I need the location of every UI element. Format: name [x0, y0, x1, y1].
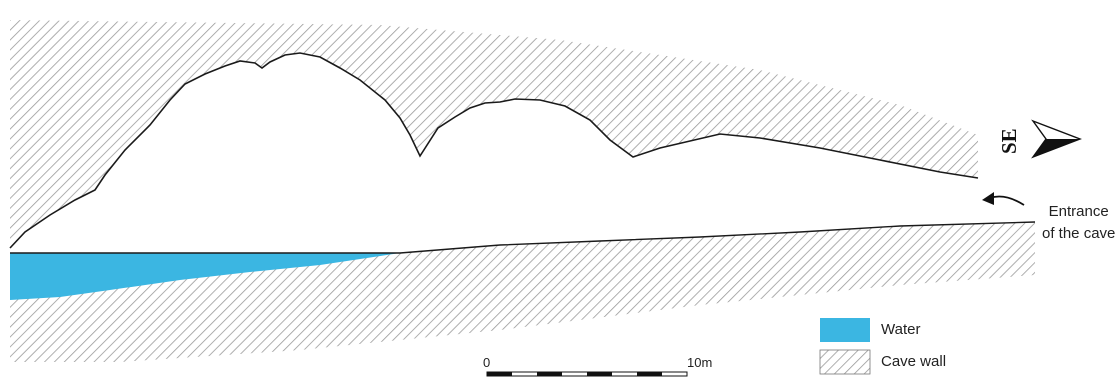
entrance-label: Entrance of the cave: [1042, 201, 1115, 245]
legend-water-swatch: [820, 318, 870, 342]
direction-arrow-fill: [1033, 139, 1080, 157]
legend-cave-wall-swatch: [819, 349, 871, 375]
scale-bar: [486, 371, 688, 377]
scale-end-label: 10m: [687, 355, 713, 370]
lower-cave-wall: [10, 222, 1035, 362]
floor-outline: [10, 221, 1036, 254]
entrance-arrow-head: [982, 192, 994, 205]
entrance-label-line1: Entrance: [1048, 203, 1109, 220]
legend-water-label: Water: [881, 321, 921, 338]
scale-start-label: 0: [483, 355, 491, 370]
ceiling-outline: [9, 52, 979, 249]
direction-label: SE: [997, 128, 1021, 154]
upper-cave-wall: [10, 20, 978, 248]
entrance-arrow: [989, 195, 1025, 206]
legend-cave-wall-label: Cave wall: [881, 353, 947, 370]
entrance-label-line2: of the cave: [1042, 225, 1116, 242]
water-body: [10, 253, 400, 300]
